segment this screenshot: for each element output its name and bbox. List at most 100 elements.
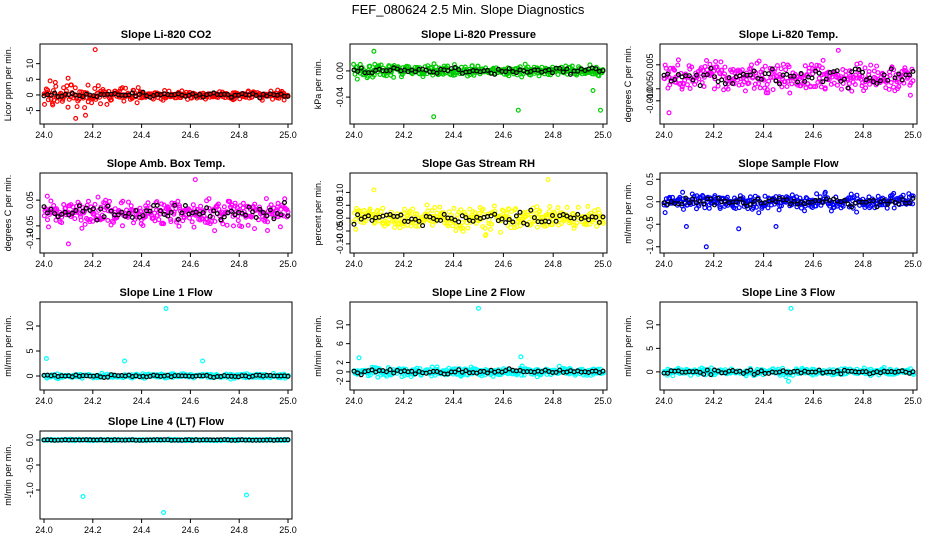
data-point-black (704, 72, 710, 78)
data-point (818, 84, 824, 90)
data-point (755, 80, 761, 86)
data-point (778, 203, 784, 209)
data-point-black (813, 369, 819, 375)
data-point-black (899, 77, 905, 83)
x-tick-label: 24.2 (84, 259, 102, 269)
data-point-black (147, 208, 153, 214)
data-point (808, 61, 814, 67)
data-point-black (870, 198, 876, 204)
data-point-black (841, 198, 847, 204)
data-point-black (722, 81, 728, 87)
data-point (779, 84, 785, 90)
x-tick-label: 24.4 (755, 396, 773, 406)
data-point-black (708, 65, 714, 71)
data-point (353, 216, 359, 222)
data-point (534, 210, 540, 216)
y-tick-label: -0.05 (335, 221, 345, 242)
data-point (751, 85, 757, 91)
data-point-black (546, 67, 552, 73)
data-point (886, 86, 892, 92)
data-point (868, 62, 874, 68)
data-point (884, 205, 890, 211)
data-point (894, 79, 900, 85)
x-tick-label: 24.4 (445, 259, 463, 269)
data-point (45, 224, 51, 230)
x-tick-label: 24.4 (133, 396, 151, 406)
data-point (445, 223, 451, 229)
data-point-black (798, 70, 804, 76)
x-tick-label: 24.6 (495, 130, 513, 140)
y-tick-label: -1.0 (25, 482, 35, 498)
data-point-black (452, 217, 458, 223)
data-point (721, 71, 727, 77)
data-point-black (722, 370, 728, 376)
data-point (840, 203, 846, 209)
data-point (488, 226, 494, 232)
data-point (451, 62, 457, 68)
y-tick-label: 0.0 (645, 195, 655, 208)
data-point (663, 65, 669, 71)
x-tick-label: 24.2 (395, 396, 413, 406)
data-point-black (881, 72, 887, 78)
data-point-black (175, 216, 181, 222)
data-point (79, 225, 85, 231)
data-point (774, 63, 780, 69)
data-point (370, 211, 376, 217)
data-point-black (285, 437, 291, 443)
data-point-black (387, 367, 393, 373)
data-point-black (387, 212, 393, 218)
data-point-black (531, 215, 537, 221)
data-point (756, 58, 762, 64)
data-point (736, 82, 742, 88)
data-point (137, 205, 143, 211)
x-tick-label: 24.4 (445, 130, 463, 140)
data-point-black (221, 214, 227, 220)
data-point (263, 196, 269, 202)
data-point-black (528, 207, 534, 213)
data-point (159, 201, 165, 207)
data-point-black (730, 80, 736, 86)
data-point (789, 81, 795, 87)
data-point-outlier (121, 358, 127, 364)
data-point-black (90, 206, 96, 212)
data-point (746, 80, 752, 86)
panel-7: Slope Line 1 Flow 24.0 24.2 24.4 24.6 24.8 25.… (3, 287, 297, 406)
data-point (756, 210, 762, 216)
data-point (429, 64, 435, 70)
data-point-black (816, 198, 822, 204)
data-point-black (600, 214, 606, 220)
y-axis-label: ml/min per min. (3, 444, 13, 506)
data-point (268, 202, 274, 208)
data-point-black (758, 76, 764, 82)
data-point (768, 74, 774, 80)
data-point (252, 226, 258, 232)
x-tick-label: 24.6 (495, 396, 513, 406)
data-point (907, 92, 913, 98)
data-point (675, 62, 681, 68)
data-point (420, 74, 426, 80)
data-point-black (726, 75, 732, 81)
data-point-outlier (515, 107, 521, 113)
x-tick-label: 24.4 (445, 396, 463, 406)
data-point-black (285, 373, 291, 379)
x-tick-label: 25.0 (904, 396, 922, 406)
data-point (106, 198, 112, 204)
data-point (806, 68, 812, 74)
data-point-black (564, 66, 570, 72)
plot-frame (349, 172, 608, 254)
x-tick-label: 25.0 (279, 130, 297, 140)
data-point-black (98, 206, 104, 212)
data-point (353, 226, 359, 232)
data-point (753, 204, 759, 210)
data-point (717, 206, 723, 212)
data-point-black (733, 199, 739, 205)
data-point (82, 221, 88, 227)
data-point (190, 202, 196, 208)
data-point (887, 72, 893, 78)
data-point (41, 213, 47, 219)
data-point-black (285, 213, 291, 219)
x-tick-label: 24.2 (705, 396, 723, 406)
panel-2: Slope Li-820 Pressure 24.0 24.2 24.4 24.6 24.… (313, 29, 612, 140)
data-point (95, 194, 101, 200)
